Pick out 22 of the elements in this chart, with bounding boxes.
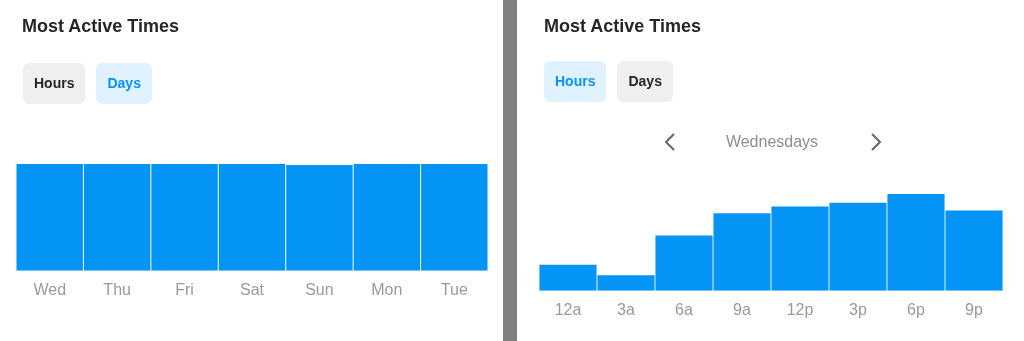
text: Days	[617, 61, 673, 102]
x-tick-label: 9p	[965, 300, 983, 318]
chart-title: Most Active Times	[544, 16, 702, 37]
x-tick-label: 6p	[907, 300, 925, 318]
x-tick-label: 9a	[733, 300, 751, 318]
x-tick-label: 12p	[786, 300, 814, 318]
x-tick-label: Sat	[239, 280, 265, 298]
text: Hours	[23, 63, 86, 104]
x-tick-label: Wed	[33, 280, 67, 298]
chart-title: Most Active Times	[22, 16, 180, 37]
text: Days	[96, 63, 152, 104]
text: Hours	[544, 61, 607, 102]
x-tick-label: Tue	[440, 280, 468, 298]
x-tick-label: Sun	[305, 280, 334, 298]
x-tick-label: 6a	[675, 300, 693, 318]
x-tick-label: Mon	[371, 280, 403, 298]
chart-subtitle: Wednesdays	[725, 133, 819, 151]
x-tick-label: Fri	[175, 280, 194, 298]
x-tick-label: 3p	[849, 300, 867, 318]
x-tick-label: 12a	[554, 300, 582, 318]
x-tick-label: 3a	[617, 300, 635, 318]
x-tick-label: Thu	[103, 280, 131, 298]
